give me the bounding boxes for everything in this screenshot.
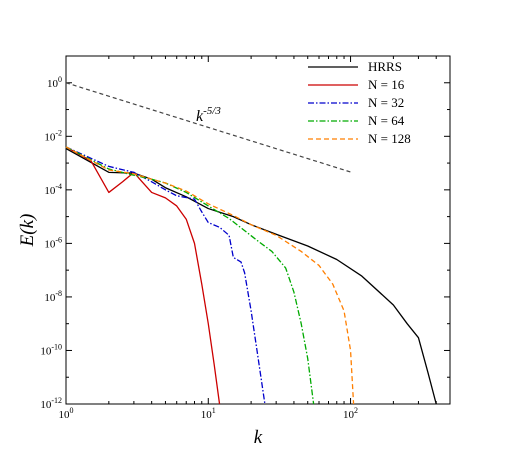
legend-label: N = 32 xyxy=(368,95,404,110)
legend-label: N = 16 xyxy=(368,77,405,92)
y-tick-label: 10-2 xyxy=(44,128,62,143)
y-tick-label: 100 xyxy=(47,75,62,90)
series-group xyxy=(65,146,437,405)
y-axis-title: E(k) xyxy=(17,214,38,248)
legend-label: N = 128 xyxy=(368,131,411,146)
x-axis-title: k xyxy=(254,427,263,448)
y-tick-label: 10-6 xyxy=(44,235,62,250)
tick-labels: 100 101 102 100 10-2 10-4 10-6 10-8 10-10 10-12 xyxy=(40,75,358,421)
reference-line xyxy=(65,82,351,173)
series-line-n-64 xyxy=(65,146,315,405)
legend-label: HRRS xyxy=(368,59,402,74)
x-tick-label: 102 xyxy=(343,406,358,421)
series-line-n-16 xyxy=(65,146,221,405)
series-line-n-128 xyxy=(65,146,355,405)
series-line-n-32 xyxy=(65,146,266,405)
x-tick-label: 100 xyxy=(59,406,74,421)
annotation-base: k xyxy=(196,108,204,125)
reference-slope-line xyxy=(65,82,351,173)
axis-ticks xyxy=(65,55,451,405)
legend-label: N = 64 xyxy=(368,113,405,128)
y-tick-label: 10-10 xyxy=(40,342,62,357)
reference-annotation: k-5/3 xyxy=(196,105,221,125)
y-tick-label: 10-12 xyxy=(40,396,62,411)
legend: HRRS N = 16 N = 32 N = 64 N = 128 xyxy=(308,59,411,146)
x-tick-label: 101 xyxy=(201,406,216,421)
plot-frame xyxy=(65,55,451,405)
y-tick-label: 10-8 xyxy=(44,289,62,304)
annotation-exponent: -5/3 xyxy=(203,105,221,117)
series-line-hrrs xyxy=(65,147,437,405)
y-tick-label: 10-4 xyxy=(44,182,62,197)
